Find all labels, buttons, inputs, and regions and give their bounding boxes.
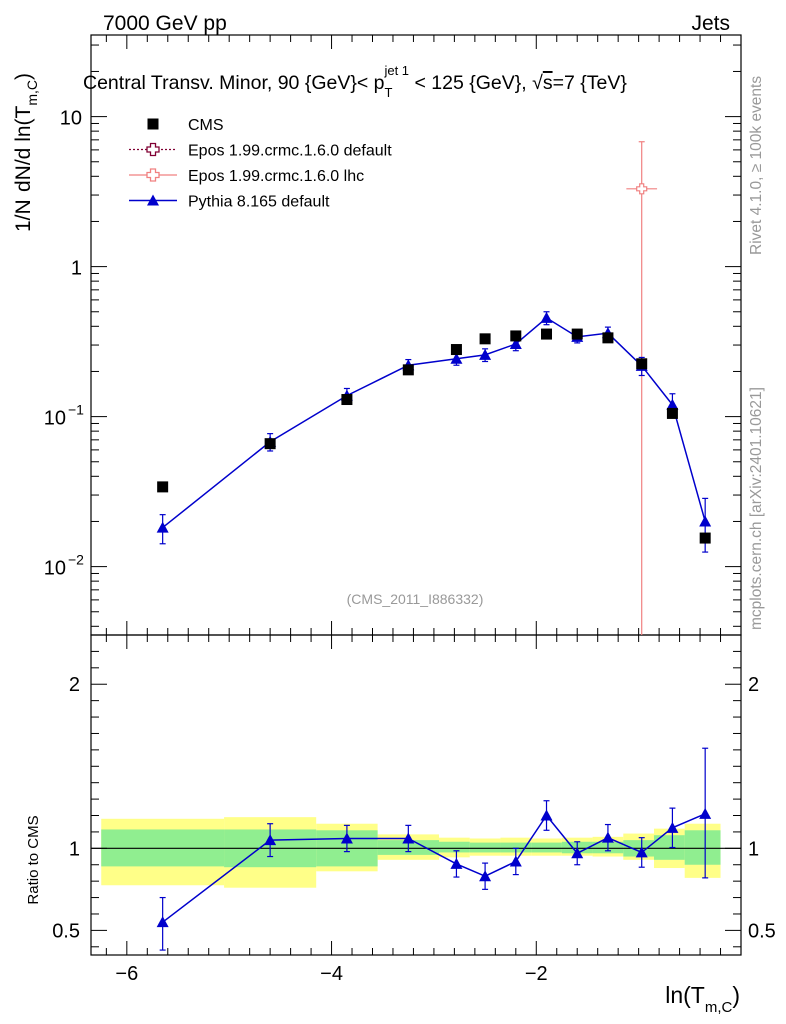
legend-marker-epos — [146, 168, 160, 182]
y-tick-exponent: −2 — [68, 552, 84, 568]
ylabel-norm: 1/N — [12, 199, 35, 232]
ratio-pythia-point — [601, 831, 614, 843]
cms-point — [699, 532, 711, 544]
ratio-tick-label-left: 1 — [69, 838, 80, 860]
svg-text:1/N: 1/N — [12, 199, 35, 232]
ratio-pythia-point — [402, 832, 415, 844]
title-suffix: =7 {TeV} — [553, 72, 628, 94]
legend-label: CMS — [188, 117, 224, 134]
title-middle: < 125 {GeV}, — [409, 72, 532, 94]
title-s: s — [543, 72, 553, 94]
svg-text:dN/d ln(Tm,C): dN/d ln(Tm,C) — [12, 73, 40, 192]
cms-point — [571, 328, 583, 340]
ratio-series — [156, 747, 712, 951]
pythia-point — [666, 398, 679, 410]
ratio-pythia-point — [666, 821, 679, 833]
plot-title: Central Transv. Minor, 90 {GeV}< pTjet 1… — [83, 63, 627, 100]
legend-label: Pythia 8.165 default — [188, 194, 330, 211]
legend-marker-epos — [146, 142, 160, 157]
legend-label: Epos 1.99.crmc.1.6.0 lhc — [188, 168, 364, 185]
cms-point — [264, 438, 276, 450]
ratio-frame — [90, 634, 742, 956]
y-tick-label: 10 — [44, 408, 66, 430]
pythia-line — [162, 316, 706, 529]
ratio-band-green — [439, 841, 470, 853]
rivet-label: Rivet 4.1.0, ≥ 100k events — [748, 76, 765, 255]
ratio-tick-label-right: 0.5 — [748, 920, 776, 942]
ratio-tick-label-left: 0.5 — [52, 920, 80, 942]
ratio-tick-label-right: 2 — [748, 674, 759, 696]
header-energy: 7000 GeV pp — [103, 12, 227, 35]
cms-point — [402, 364, 414, 376]
cms-point — [636, 358, 648, 370]
legend-marker-cms — [147, 118, 159, 130]
plot-frames — [90, 34, 742, 956]
title-root: √ — [532, 72, 543, 94]
xlabel-sub: m,C — [705, 999, 733, 1016]
ylabel-sub: m,C — [24, 80, 40, 106]
header-jets: Jets — [691, 12, 730, 35]
ratio-pythia-point — [540, 809, 553, 821]
ratio-pythia-point — [699, 807, 712, 819]
y-axis-label: 1/N dN/d ln(Tm,C) — [12, 73, 40, 232]
pythia-point — [156, 521, 169, 533]
y-tick-label: 10 — [44, 558, 66, 580]
legend: CMS Epos 1.99.crmc.1.6.0 default Epos 1.99… — [129, 117, 392, 211]
ratio-band-green — [684, 830, 721, 865]
mcplots-label: mcplots.cern.ch [arXiv:2401.10621] — [748, 387, 765, 630]
ratio-band-green — [500, 842, 532, 853]
cms-point — [666, 407, 678, 419]
title-sub: T — [385, 85, 393, 100]
ratio-pythia-point — [340, 832, 353, 844]
ratio-pythia-point — [479, 870, 492, 882]
ratio-tick-label-left: 2 — [69, 674, 80, 696]
pythia-point — [699, 515, 712, 527]
xlabel-main: ln(T — [665, 982, 705, 1008]
xlabel-close: ) — [732, 982, 740, 1008]
pythia-point — [479, 348, 492, 360]
ratio-pythia-point — [509, 855, 522, 867]
ratio-band-green — [531, 842, 562, 853]
y-tick-label: 1 — [71, 258, 82, 280]
ratio-pythia-point — [264, 834, 277, 846]
epos-lhc-point — [636, 183, 648, 195]
pythia-point — [450, 352, 463, 364]
cms-point — [479, 333, 491, 345]
cms-point — [341, 394, 353, 406]
ratio-tick-label-right: 1 — [748, 838, 759, 860]
ratio-band-green — [469, 842, 501, 853]
cms-point — [450, 344, 462, 356]
x-tick-label: −6 — [115, 963, 138, 985]
pythia-point — [540, 311, 553, 323]
cms-point — [157, 481, 169, 493]
cms-point — [510, 330, 522, 342]
ylabel-main: dN/d ln(T — [12, 105, 35, 192]
y-tick-label: 10 — [60, 108, 82, 130]
pythia-point — [509, 337, 522, 349]
axis-ticks — [91, 35, 741, 955]
legend-label: Epos 1.99.crmc.1.6.0 default — [188, 143, 392, 160]
ratio-pythia-point — [156, 916, 169, 928]
title-sup: jet 1 — [383, 63, 409, 78]
ratio-pythia-point — [450, 857, 463, 869]
ylabel-close: ) — [12, 73, 35, 80]
x-tick-label: −4 — [320, 963, 343, 985]
ratio-y-label: Ratio to CMS — [25, 815, 42, 904]
ratio-pythia-point — [571, 847, 584, 859]
cms-point — [541, 328, 553, 340]
analysis-watermark: (CMS_2011_I886332) — [347, 591, 484, 607]
ratio-pythia-point — [635, 846, 648, 858]
x-tick-label: −2 — [525, 963, 548, 985]
main-series — [156, 141, 712, 635]
legend-marker-pythia — [147, 194, 159, 206]
cms-point — [602, 332, 614, 344]
y-tick-exponent: −1 — [68, 402, 84, 418]
x-axis-label: ln(Tm,C) — [665, 982, 740, 1016]
title-prefix: Central Transv. Minor, 90 {GeV}< p — [83, 72, 385, 94]
